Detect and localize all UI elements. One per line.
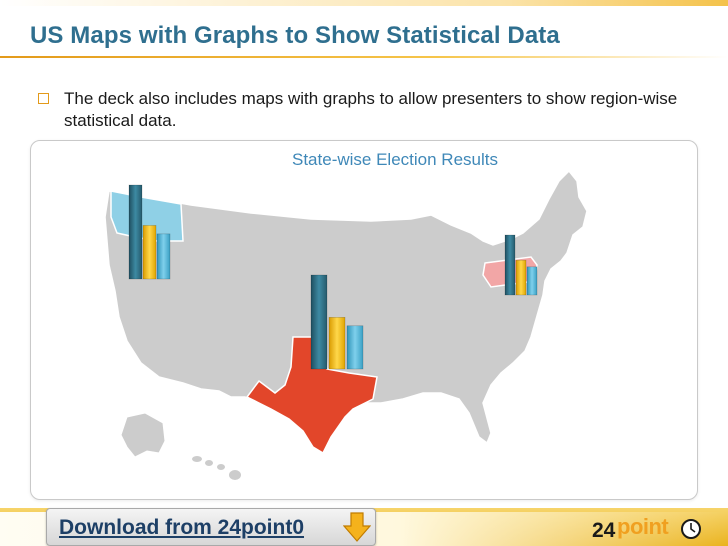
hawaii-shape bbox=[192, 456, 241, 480]
download-label[interactable]: Download from 24point0 bbox=[59, 516, 305, 539]
bullet-square-icon bbox=[38, 93, 49, 104]
clock-icon: 0 bbox=[681, 519, 701, 539]
bar-pennsylvania-1 bbox=[504, 234, 516, 296]
bar-washington-2 bbox=[142, 225, 157, 280]
top-accent-strip bbox=[0, 0, 728, 6]
title-underline bbox=[0, 56, 728, 58]
bar-pennsylvania-2 bbox=[515, 259, 527, 296]
bullet-text: The deck also includes maps with graphs … bbox=[64, 89, 678, 130]
logo-number: 24 bbox=[592, 519, 616, 542]
download-button[interactable]: Download from 24point0 bbox=[46, 508, 376, 546]
bar-washington-1 bbox=[128, 184, 143, 280]
bar-pennsylvania-3 bbox=[526, 266, 538, 296]
us-map bbox=[104, 169, 588, 480]
slide-title: US Maps with Graphs to Show Statistical … bbox=[30, 22, 560, 49]
map-panel: State-wise Election Results bbox=[30, 140, 698, 500]
texas-state bbox=[245, 336, 378, 455]
bar-washington-3 bbox=[156, 233, 171, 280]
bar-texas-2 bbox=[328, 317, 346, 370]
bar-texas-1 bbox=[310, 274, 328, 370]
bar-groups bbox=[128, 184, 538, 370]
down-arrow-icon bbox=[343, 512, 371, 542]
us-contiguous-shape bbox=[104, 169, 588, 452]
logo-word: point bbox=[617, 514, 669, 539]
brand-logo: 24 point 0 bbox=[592, 514, 710, 544]
bar-texas-3 bbox=[346, 325, 364, 370]
alaska-shape bbox=[120, 412, 166, 458]
map-title: State-wise Election Results bbox=[292, 150, 498, 169]
